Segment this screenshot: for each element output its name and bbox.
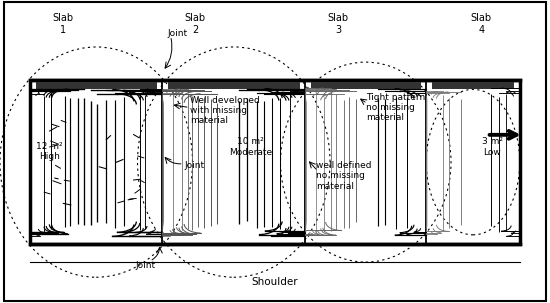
- Text: Well developed
with missing
material: Well developed with missing material: [190, 96, 260, 125]
- Text: Slab
4: Slab 4: [471, 13, 492, 35]
- Bar: [432, 82, 514, 89]
- Text: Tight pattern
no missing
material: Tight pattern no missing material: [366, 93, 425, 122]
- FancyBboxPatch shape: [4, 2, 546, 301]
- Bar: [30, 80, 520, 244]
- Text: Slab
1: Slab 1: [53, 13, 74, 35]
- Text: 12 m²
High: 12 m² High: [36, 142, 63, 161]
- Text: Joint: Joint: [184, 161, 205, 170]
- Text: well defined
no missing
material: well defined no missing material: [316, 161, 372, 191]
- Text: Slab
2: Slab 2: [185, 13, 206, 35]
- Text: Shoulder: Shoulder: [252, 277, 298, 288]
- Bar: [168, 82, 300, 89]
- Text: 10 m²
Moderate: 10 m² Moderate: [229, 137, 272, 157]
- Text: Joint: Joint: [168, 29, 188, 38]
- Text: Joint: Joint: [136, 261, 156, 270]
- Bar: [36, 82, 157, 89]
- Bar: [311, 82, 421, 89]
- Text: 3 m²
Low: 3 m² Low: [482, 137, 503, 157]
- Text: Slab
3: Slab 3: [328, 13, 349, 35]
